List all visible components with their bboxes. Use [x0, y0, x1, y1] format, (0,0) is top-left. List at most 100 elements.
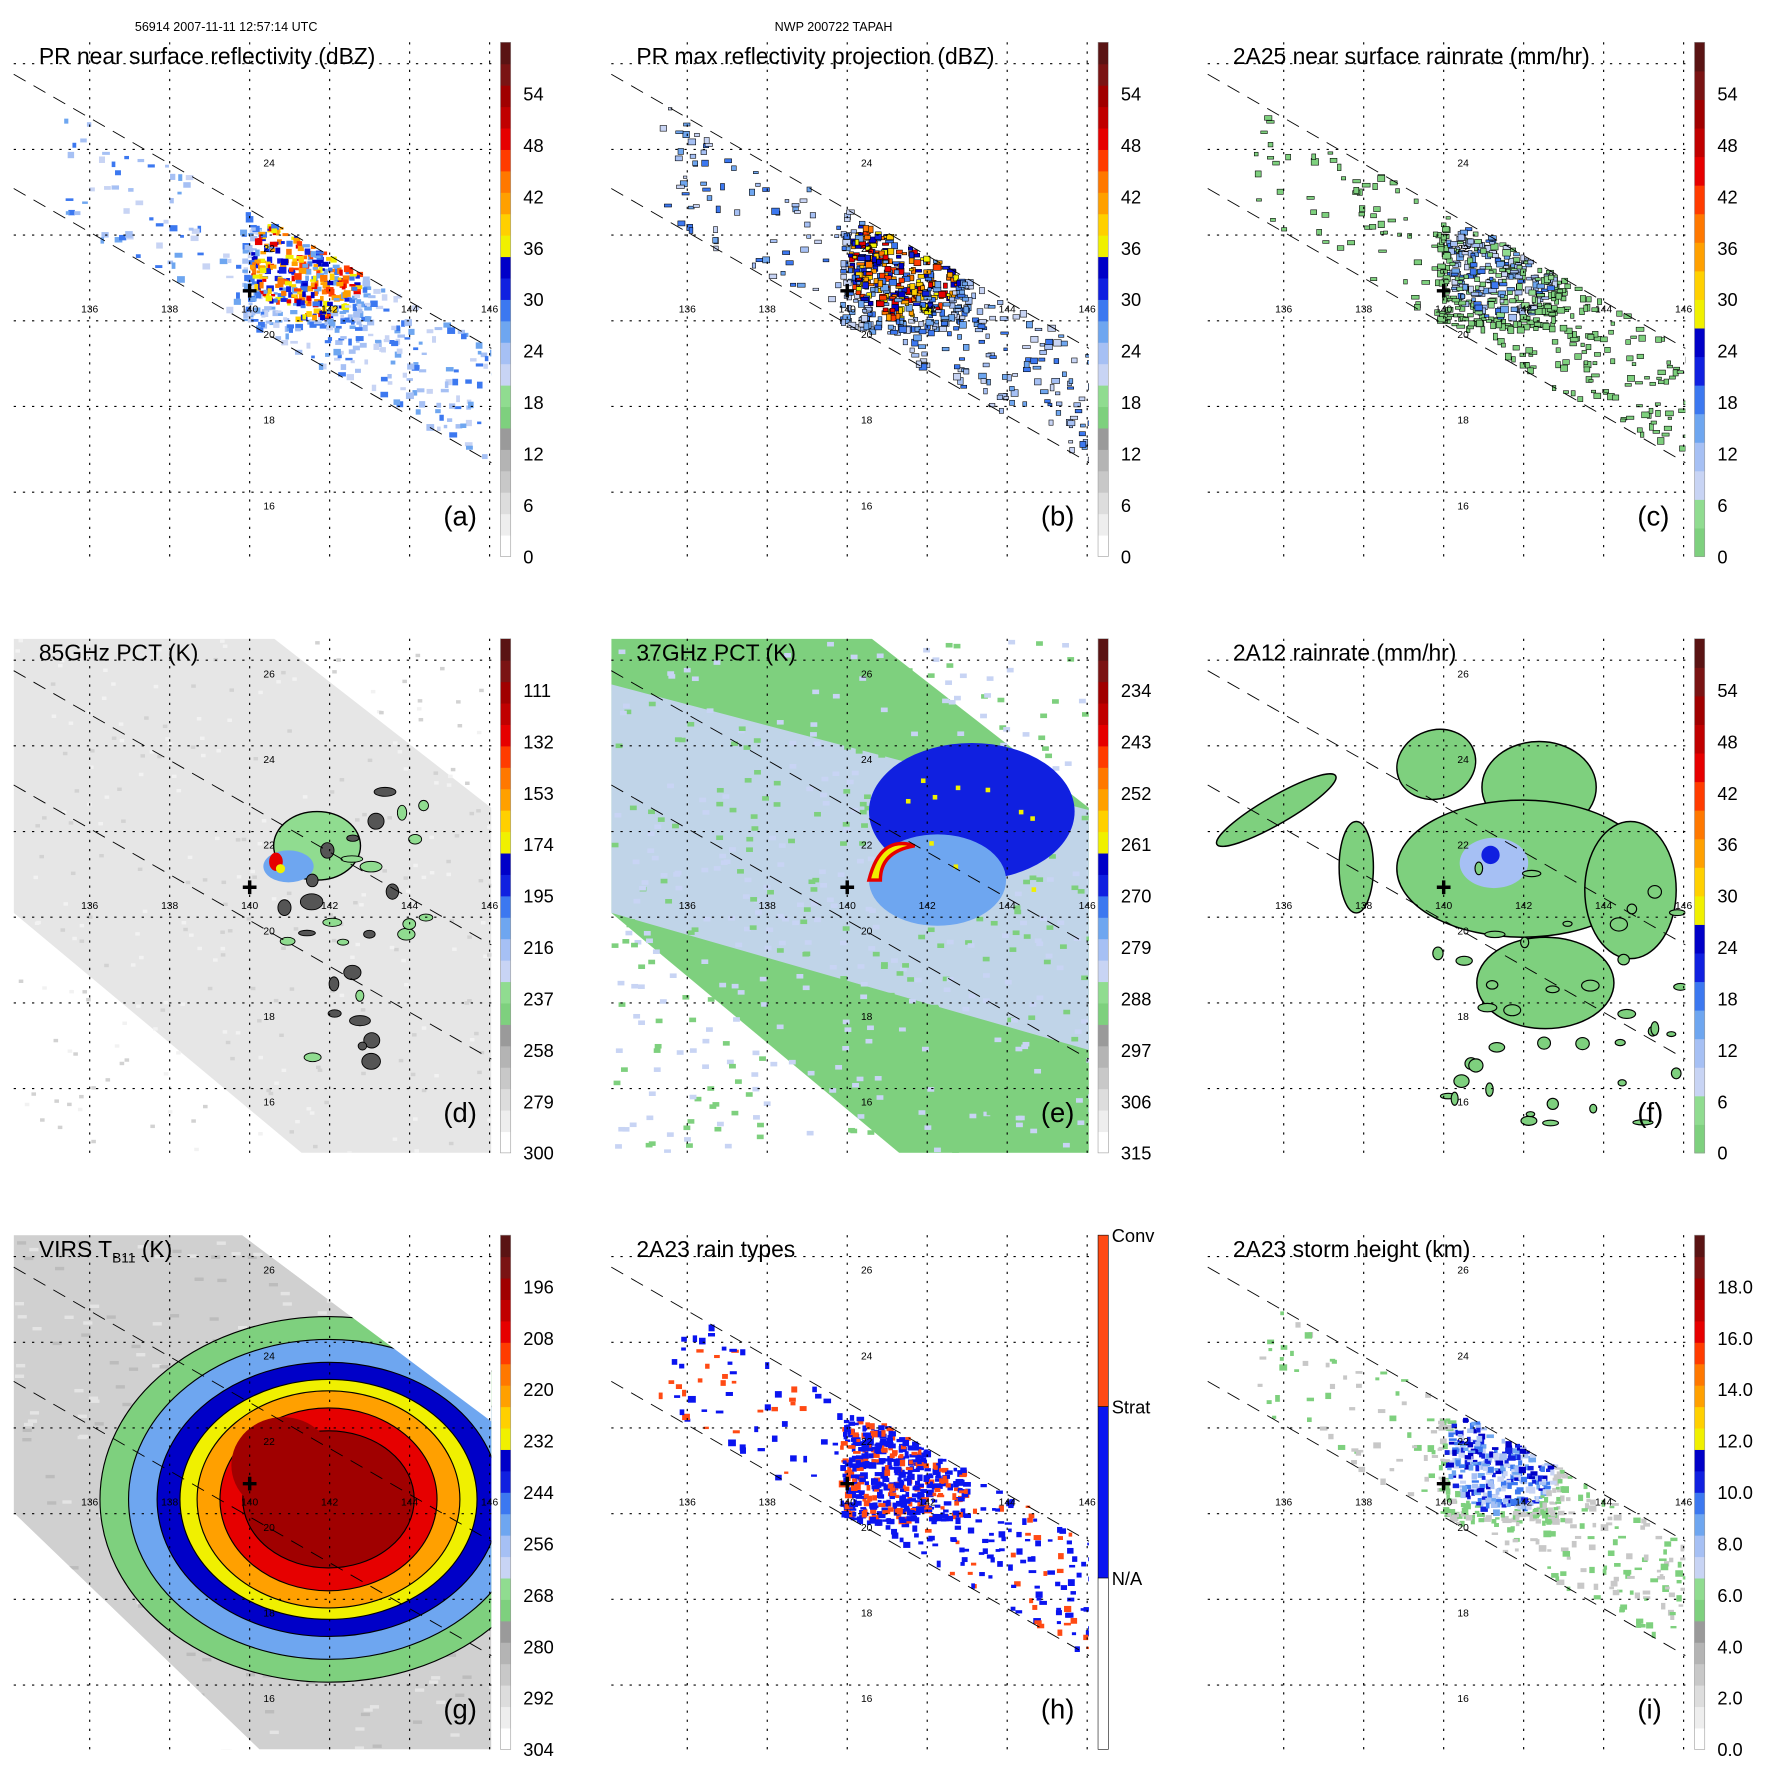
pixel	[761, 1002, 768, 1007]
pixel	[1403, 217, 1408, 221]
pixel	[155, 223, 164, 227]
pixel	[918, 321, 924, 327]
pixel	[1506, 287, 1515, 292]
pixel	[352, 303, 357, 308]
pixel	[1583, 1483, 1588, 1490]
pixel	[1056, 401, 1063, 406]
colorbar-segment	[1694, 127, 1705, 158]
pixel	[281, 339, 289, 346]
colorbar-segment	[1098, 702, 1109, 725]
pixel	[1504, 1540, 1510, 1546]
pixel	[1025, 1532, 1031, 1536]
pixel	[914, 977, 922, 983]
pixel	[961, 1557, 968, 1563]
colorbar-label: 54	[1717, 680, 1737, 701]
pixel	[877, 1500, 882, 1503]
pixel	[869, 1464, 875, 1468]
pixel	[918, 934, 926, 940]
pixel	[894, 1509, 903, 1513]
pixel	[956, 1480, 962, 1484]
colorbar-segment	[1098, 127, 1109, 150]
colorbar-label: 12.0	[1717, 1431, 1753, 1452]
pixel	[137, 867, 143, 872]
pixel	[355, 308, 363, 314]
pixel	[1476, 1513, 1485, 1517]
pixel	[89, 187, 95, 192]
pixel	[82, 201, 88, 204]
pixel	[101, 696, 107, 700]
pixel	[406, 378, 413, 381]
pixel	[276, 680, 281, 684]
pixel	[631, 942, 638, 948]
orbit-timestamp: 56914 2007-11-11 12:57:14 UTC	[134, 20, 318, 35]
pixel	[483, 954, 488, 959]
pixel	[55, 1266, 65, 1271]
pixel	[227, 929, 233, 933]
pixel	[857, 964, 865, 969]
pixel	[1676, 1595, 1682, 1602]
pixel	[866, 1484, 871, 1491]
pixel	[1520, 268, 1527, 276]
pixel	[1563, 390, 1569, 394]
pixel	[136, 1004, 141, 1008]
pixel	[681, 192, 690, 196]
pixel	[1490, 1501, 1495, 1506]
pixel	[1043, 1571, 1048, 1576]
pixel	[794, 210, 801, 214]
pixel	[1584, 1503, 1590, 1510]
pixel	[258, 690, 263, 695]
pixel	[1457, 233, 1466, 241]
lon-tick-label: 142	[321, 305, 338, 316]
pixel	[154, 1254, 164, 1259]
pixel	[947, 331, 952, 337]
pixel	[1487, 252, 1493, 258]
colorbar-label: 54	[1717, 84, 1737, 105]
pixel	[672, 823, 679, 829]
colorbar-segment	[1098, 63, 1109, 86]
pixel	[293, 237, 301, 244]
pixel	[900, 300, 909, 305]
pixel	[1516, 283, 1523, 291]
pixel	[1463, 1447, 1469, 1452]
pixel	[355, 368, 361, 373]
pixel	[1022, 401, 1028, 407]
pixel	[689, 1048, 697, 1053]
colorbar-segment	[1098, 874, 1109, 897]
pixel	[950, 1537, 957, 1542]
pixel	[360, 1712, 371, 1717]
pixel	[948, 314, 955, 322]
pixel	[253, 756, 259, 761]
pixel	[852, 1422, 859, 1426]
pixel	[115, 170, 121, 176]
pixel	[1077, 1120, 1085, 1126]
pixel	[835, 1065, 843, 1070]
pixel	[292, 267, 300, 271]
pixel	[768, 273, 778, 279]
pixel	[1471, 1461, 1478, 1465]
pixel	[248, 232, 254, 236]
pixel	[678, 667, 686, 672]
pixel	[701, 959, 709, 965]
pixel	[820, 792, 827, 798]
pixel	[279, 1033, 284, 1038]
pixel	[1015, 1610, 1023, 1614]
pixel	[268, 1091, 274, 1096]
colorbar-frame	[1694, 638, 1706, 1154]
pixel	[913, 259, 922, 267]
pixel	[392, 1137, 398, 1141]
pixel	[999, 725, 1007, 730]
pixel	[100, 237, 105, 244]
pixel	[348, 338, 352, 346]
pixel	[415, 409, 421, 415]
pixel	[880, 964, 888, 969]
pixel	[934, 1147, 941, 1153]
pixel	[265, 320, 272, 324]
pixel	[850, 1128, 858, 1134]
pixel	[1009, 386, 1015, 392]
pixel	[1510, 1498, 1518, 1506]
pixel	[867, 856, 875, 862]
pixel	[1587, 1536, 1595, 1540]
pixel	[915, 1454, 921, 1460]
pixel	[754, 1426, 759, 1433]
lon-tick-label: 138	[161, 1497, 178, 1508]
